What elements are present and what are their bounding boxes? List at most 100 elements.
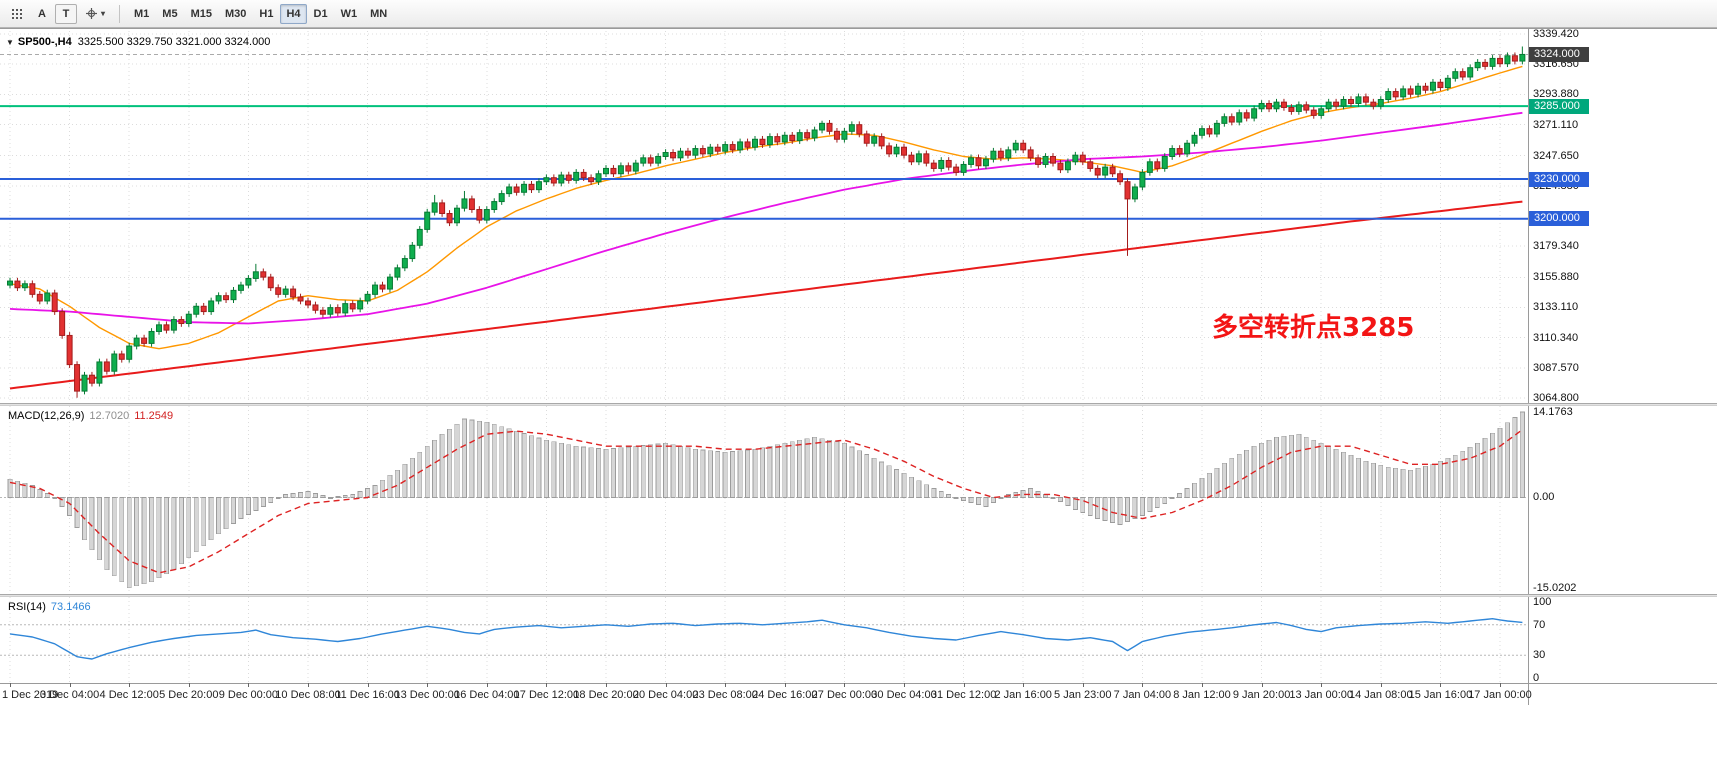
time-axis-tick <box>1440 683 1442 687</box>
time-axis-tick <box>546 683 548 687</box>
price-tag-hline-3230[interactable]: 3230.000 <box>1529 171 1589 187</box>
time-axis-label: 17 Dec 12:00 <box>513 689 580 701</box>
time-axis-label: 18 Dec 20:00 <box>573 689 639 701</box>
time-axis-label: 7 Jan 04:00 <box>1113 689 1172 701</box>
macd-axis-label: 14.1763 <box>1533 406 1573 418</box>
panel-divider[interactable] <box>0 403 1717 406</box>
macd-main-value: 12.7020 <box>89 410 130 422</box>
main-chart-surface[interactable] <box>0 31 1528 403</box>
price-axis-label: 3293.880 <box>1533 88 1579 101</box>
price-axis-label: 3179.340 <box>1533 240 1579 253</box>
grid-icon-button[interactable] <box>5 4 29 24</box>
time-axis-label: 3 Dec 04:00 <box>39 689 100 701</box>
time-axis-label: 15 Jan 16:00 <box>1408 689 1473 701</box>
time-axis-label: 2 Jan 16:00 <box>994 689 1052 701</box>
time-axis-tick <box>1500 683 1501 687</box>
time-axis-label: 11 Dec 16:00 <box>335 689 400 701</box>
rsi-axis-label: 0 <box>1533 672 1540 684</box>
chart-title-symbol: SP500-,H4 <box>17 36 72 48</box>
price-tag-hline-3285[interactable]: 3285.000 <box>1529 98 1589 114</box>
chart-title-ohlc: 3325.500 3329.750 3321.000 3324.000 <box>77 36 271 48</box>
macd-axis-label: 0.00 <box>1533 491 1555 504</box>
timeframe-button-M15[interactable]: M15 <box>185 4 218 24</box>
timeframe-group: M1 M5 M15 M30 H1 H4 D1 W1 MN <box>128 3 393 24</box>
timeframe-button-M30[interactable]: M30 <box>219 4 252 24</box>
macd-histogram <box>7 411 1525 589</box>
time-axis-label: 23 Dec 08:00 <box>692 689 758 701</box>
vertical-grid <box>9 31 1501 403</box>
price-axis-label: 3110.340 <box>1533 331 1579 344</box>
price-axis-label: 3064.800 <box>1533 392 1579 404</box>
timeframe-button-D1[interactable]: D1 <box>308 4 334 24</box>
time-axis-tick <box>486 683 488 687</box>
time-axis-label: 13 Jan 00:00 <box>1289 689 1353 701</box>
time-axis-label: 24 Dec 16:00 <box>752 689 818 701</box>
grid-icon <box>12 8 22 19</box>
time-axis-tick <box>1023 683 1025 687</box>
time-axis-label: 5 Jan 23:00 <box>1054 689 1112 701</box>
time-axis-label: 31 Dec 12:00 <box>930 689 997 701</box>
time-axis-tick <box>606 683 607 687</box>
vertical-grid <box>9 597 1501 683</box>
timeframe-button-H1[interactable]: H1 <box>253 4 279 24</box>
time-axis-label: 13 Dec 00:00 <box>394 689 460 701</box>
time-axis-tick <box>1380 683 1382 687</box>
price-axis-label: 3271.110 <box>1533 118 1579 131</box>
crosshair-icon <box>86 8 97 19</box>
chevron-down-icon: ▾ <box>101 9 106 18</box>
time-axis-tick <box>725 683 727 687</box>
price-tag-hline-3200[interactable]: 3200.000 <box>1529 211 1589 227</box>
annotation-text[interactable]: 多空转折点3285 <box>1212 313 1415 343</box>
price-tag-last-price: 3324.000 <box>1529 46 1589 62</box>
time-axis-tick <box>10 683 11 687</box>
rsi-axis-label: 30 <box>1533 649 1546 662</box>
chart-menu-arrow-icon[interactable]: ▼ <box>6 38 14 47</box>
time-axis-label: 27 Dec 00:00 <box>811 689 878 701</box>
time-axis-label: 1 Dec 2019 <box>2 689 59 701</box>
letter-a-button[interactable]: A <box>31 4 53 24</box>
price-axis-label: 3155.880 <box>1533 271 1579 284</box>
time-axis-tick <box>248 683 250 687</box>
rsi-line <box>9 618 1523 660</box>
time-axis-tick <box>1261 683 1263 687</box>
time-axis-label: 16 Dec 04:00 <box>454 689 520 701</box>
time-axis-tick <box>308 683 309 687</box>
price-axis-label: 3339.420 <box>1533 28 1579 40</box>
time-axis-label: 8 Jan 12:00 <box>1173 689 1231 701</box>
panel-divider[interactable] <box>0 594 1717 597</box>
time-axis-tick <box>427 683 429 687</box>
macd-axis-label: -15.0202 <box>1533 582 1577 594</box>
time-axis-label: 5 Dec 20:00 <box>159 689 219 701</box>
macd-signal-value: 11.2549 <box>134 410 174 422</box>
chart-area: ▼ SP500-,H4 3325.500 3329.750 3321.000 332… <box>0 28 1717 775</box>
objects-dropdown-button[interactable]: ▾ <box>79 4 111 24</box>
candles-layer <box>7 46 1526 398</box>
time-axis-tick <box>1321 683 1323 687</box>
rsi-name: RSI(14) <box>8 601 46 613</box>
time-axis-tick <box>784 683 786 687</box>
time-axis-tick <box>844 683 846 687</box>
time-axis-label: 9 Dec 00:00 <box>218 689 279 701</box>
ma-mid-line <box>9 111 1523 325</box>
rsi-axis-label: 70 <box>1533 618 1546 631</box>
price-axis-label: 3247.650 <box>1533 149 1579 162</box>
time-axis-tick <box>963 683 965 687</box>
timeframe-button-MN[interactable]: MN <box>364 4 393 24</box>
timeframe-button-H4[interactable]: H4 <box>280 3 307 24</box>
letter-t-button[interactable]: T <box>55 3 77 24</box>
time-axis-tick <box>1082 683 1084 687</box>
timeframe-button-W1[interactable]: W1 <box>335 4 364 24</box>
rsi-axis-label: 100 <box>1533 596 1552 608</box>
timeframe-button-M5[interactable]: M5 <box>156 4 183 24</box>
time-axis-label: 14 Jan 08:00 <box>1348 689 1413 701</box>
macd-panel-surface[interactable] <box>0 406 1528 594</box>
rsi-value: 73.1466 <box>50 601 91 613</box>
ma-slow-line <box>9 200 1523 390</box>
time-axis-tick <box>129 683 131 687</box>
rsi-panel-surface[interactable] <box>0 597 1528 683</box>
timeframe-button-M1[interactable]: M1 <box>128 4 155 24</box>
time-axis-label: 9 Jan 20:00 <box>1232 689 1291 701</box>
time-axis-tick <box>904 683 905 687</box>
time-axis-tick <box>1202 683 1203 687</box>
time-axis-label: 20 Dec 04:00 <box>632 689 699 701</box>
